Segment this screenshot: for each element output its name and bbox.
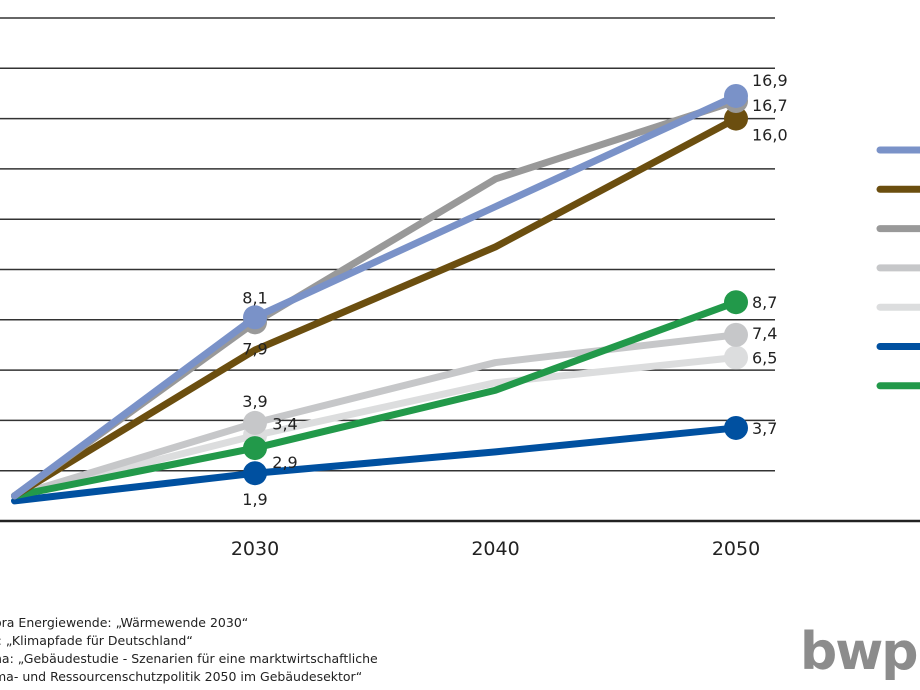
source-line-1: ora Energiewende: „Wärmewende 2030“ xyxy=(0,615,249,630)
data-label: 7,9 xyxy=(242,339,267,358)
data-label: 2,9 xyxy=(272,453,297,472)
data-point xyxy=(724,290,748,315)
data-label: 3,7 xyxy=(752,419,777,438)
data-label: 3,4 xyxy=(272,414,297,433)
data-point xyxy=(724,345,748,370)
series-line xyxy=(11,298,740,500)
x-tick-label: 2050 xyxy=(712,538,760,560)
data-point xyxy=(724,106,748,131)
source-line-2: I: „Klimapfade für Deutschland“ xyxy=(0,633,193,648)
data-label: 6,5 xyxy=(752,349,777,368)
data-label: 8,7 xyxy=(752,293,777,312)
data-label: 8,1 xyxy=(242,288,267,307)
data-point xyxy=(724,415,748,440)
data-point xyxy=(724,83,748,108)
data-point xyxy=(724,322,748,347)
series-line xyxy=(11,354,740,500)
source-line-3: na: „Gebäudestudie - Szenarien für eine … xyxy=(0,651,378,666)
data-label: 16,0 xyxy=(752,126,788,145)
data-label: 7,4 xyxy=(752,324,777,343)
x-tick-label: 2040 xyxy=(471,538,519,560)
series-line xyxy=(11,92,740,500)
data-label: 16,7 xyxy=(752,96,788,115)
data-point xyxy=(243,461,267,486)
data-label: 1,9 xyxy=(242,490,267,509)
series-line xyxy=(11,424,740,505)
data-point xyxy=(243,305,267,330)
data-label: 3,9 xyxy=(242,392,267,411)
x-tick-label: 2030 xyxy=(231,538,279,560)
data-point xyxy=(243,436,267,461)
bwp-logo: bwp xyxy=(800,622,918,682)
series-line xyxy=(11,115,740,500)
data-point xyxy=(243,410,267,435)
source-line-4: ma- und Ressourcenschutzpolitik 2050 im … xyxy=(0,669,363,684)
data-label: 16,9 xyxy=(752,71,788,90)
